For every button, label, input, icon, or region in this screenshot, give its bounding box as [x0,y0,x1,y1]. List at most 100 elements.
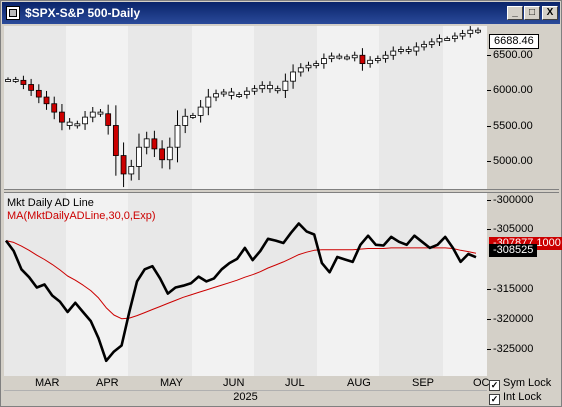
ad-line-series [4,222,477,363]
candle-body [151,138,158,150]
candle-body [444,38,451,41]
candle-body [297,67,304,73]
close-button[interactable]: X [542,6,558,20]
ad-line-svg [4,193,487,376]
candle-body [467,29,474,34]
candle-body [136,146,142,167]
sym-lock-label: Sym Lock [503,377,552,389]
candle-body [66,121,73,126]
sym-lock-toggle[interactable]: ✓ Sym Lock [489,377,551,391]
int-lock-checkbox[interactable]: ✓ [489,394,500,405]
candle-body [243,90,250,95]
sym-lock-checkbox[interactable]: ✓ [489,380,500,391]
candle-body [59,111,65,123]
year-label: 2025 [233,391,258,403]
candle-body [236,94,243,97]
candle-body [213,93,219,98]
candle-body [451,35,458,39]
candle-body [89,111,96,118]
title-bar[interactable]: $SPX-S&P 500-Daily _ □ X [2,2,560,24]
candle-body [436,38,443,43]
ma-series [5,240,477,320]
candle-body [28,84,35,91]
candle-body [82,116,88,125]
candle-body [267,84,273,90]
candle-body [421,43,427,48]
year-bar: 2025 [4,390,487,405]
price-chart-svg [4,26,487,189]
candle-body [321,58,327,65]
candle-body [205,96,212,108]
candle-body [344,56,350,60]
month-shade [443,193,487,376]
candle-body [251,88,258,92]
price-chart-panel[interactable] [4,26,487,189]
candle-body [282,80,289,91]
candle-body [220,91,227,95]
candle-body [174,125,181,148]
month-shade [254,193,317,376]
window-menu-icon[interactable] [6,6,20,20]
candle-body [43,96,50,105]
window-title: $SPX-S&P 500-Daily [25,6,141,20]
x-month-label: AUG [347,377,371,389]
x-month-label: OC [473,377,490,389]
candle-body [290,71,296,82]
minimize-button[interactable]: _ [507,6,523,20]
month-shade [443,26,487,189]
candle-body [328,55,335,60]
candle-body [390,50,397,56]
ad-y-tick: -320000 [493,313,534,325]
candle-body [405,49,412,52]
month-shade [128,193,192,376]
ma-label: MA(MktDailyADLine,30,0,Exp) [7,210,156,222]
price-y-axis: 6688.46 6500.00 6000.00 5500.00 5000.00 [487,26,559,189]
x-axis: MAR APR MAY JUN JUL AUG SEP OC [4,376,490,390]
candle-body [413,46,420,52]
month-shade [317,26,379,189]
int-lock-label: Int Lock [503,391,542,403]
candle-body [159,148,165,161]
month-shade [379,193,443,376]
candle-body [128,166,135,175]
x-month-label: JUL [285,377,305,389]
x-month-label: SEP [412,377,435,389]
candle-body [367,59,374,65]
candle-body [51,103,58,113]
candle-body [35,89,42,98]
candle-body [74,123,81,127]
candle-body [313,63,320,67]
month-shade [317,193,379,376]
ad-last-value: -308525 [489,244,538,257]
maximize-button[interactable]: □ [524,6,540,20]
candle-body [336,55,343,59]
candle-body [382,54,389,60]
candle-body [120,155,127,175]
candle-body [112,125,119,156]
candle-body [351,54,358,59]
candle-body [105,113,112,126]
candle-body [12,79,19,82]
price-last-value: 6688.46 [489,34,539,49]
candle-body [190,115,196,118]
candle-body [5,79,11,82]
panel-splitter[interactable] [4,189,559,193]
price-y-tick: 5500.00 [493,120,533,132]
ad-line-y-axis: -300000 -305000 -307877.1000 -308525 -31… [487,193,562,376]
candle-body [398,49,404,52]
candle-body [459,33,466,37]
month-shade [66,193,128,376]
int-lock-toggle[interactable]: ✓ Int Lock [489,391,542,405]
x-month-label: MAY [160,377,184,389]
ad-y-tick: -305000 [493,223,534,235]
month-shade [66,26,128,189]
ad-line-panel[interactable]: Mkt Daily AD Line MA(MktDailyADLine,30,0… [4,193,487,376]
price-y-tick: 6000.00 [493,84,533,96]
candle-body [182,115,189,126]
x-month-label: JUN [223,377,245,389]
candle-body [197,106,204,116]
ad-y-tick: -325000 [493,343,534,355]
candle-body [305,64,312,69]
price-y-tick: 6500.00 [493,49,533,61]
